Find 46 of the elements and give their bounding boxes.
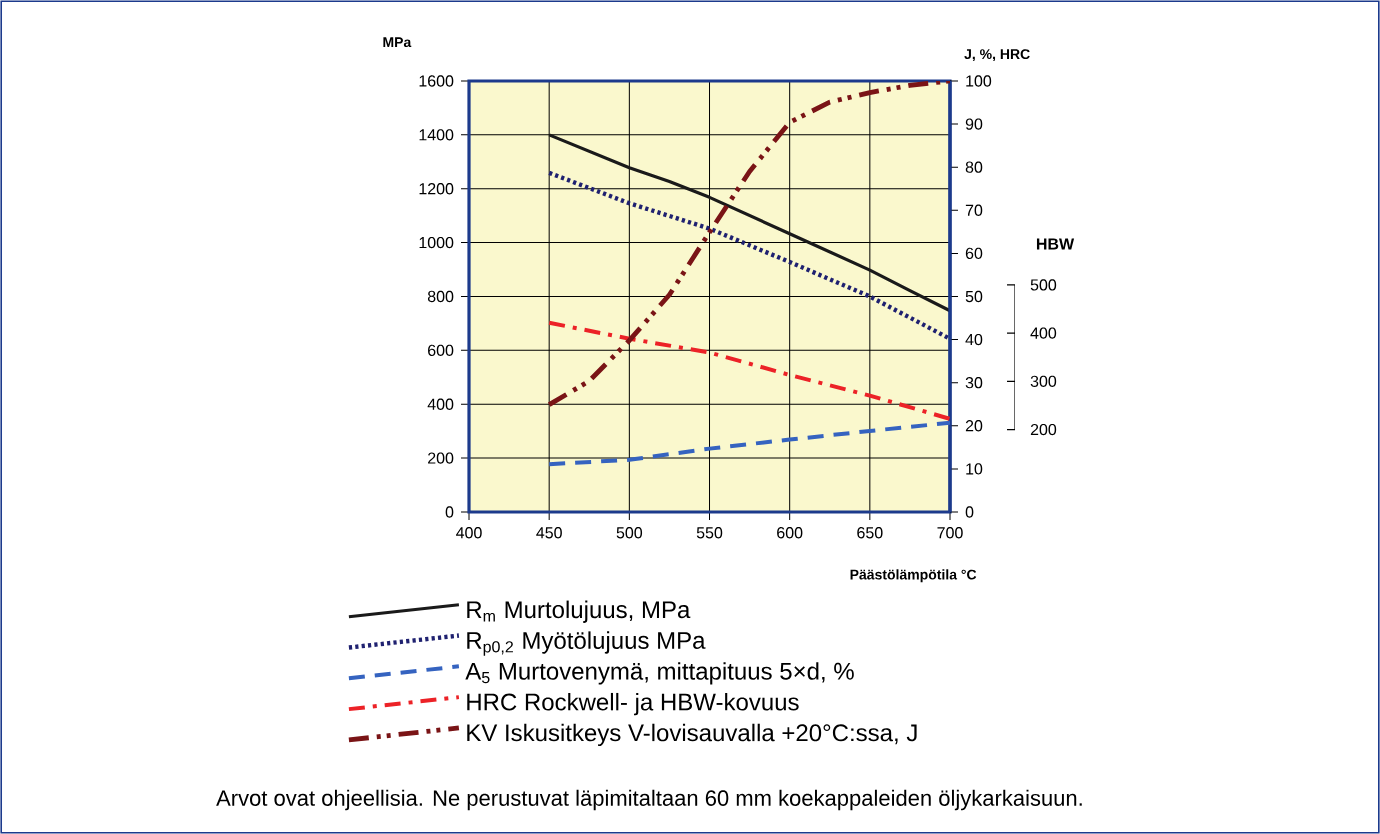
y2-axis-title: J, %, HRC bbox=[964, 49, 1030, 62]
y2-tick-label: 90 bbox=[965, 118, 983, 130]
y-tick-label: 1200 bbox=[419, 183, 454, 195]
x-tick-label: 600 bbox=[777, 527, 803, 539]
y2-tick-label: 50 bbox=[965, 290, 983, 303]
y3-tick-label: 200 bbox=[1030, 423, 1057, 436]
line-series bbox=[546, 170, 951, 341]
x-axis-title: Päästölämpötila °C bbox=[850, 569, 977, 583]
y2-tick-label: 20 bbox=[965, 420, 983, 432]
y2-tick-label: 40 bbox=[965, 333, 983, 346]
x-tick-label: 400 bbox=[456, 527, 482, 539]
y3-tick-label: 400 bbox=[1030, 327, 1057, 339]
y-tick-label: 0 bbox=[445, 506, 454, 518]
x-tick-label: 550 bbox=[696, 527, 723, 539]
y3-tick-label: 500 bbox=[1030, 279, 1057, 291]
y-tick-label: 200 bbox=[428, 452, 454, 464]
y2-tick-label: 10 bbox=[966, 463, 983, 475]
legend-label: KV Iskusitkeys V-lovisauvalla +20°C:ssa, J bbox=[467, 723, 917, 747]
legend-label: HRC Rockwell- ja HBW-kovuus bbox=[467, 692, 799, 716]
y-tick-label: 1400 bbox=[419, 129, 454, 141]
x-tick-label: 450 bbox=[536, 527, 562, 539]
y-tick-label: 400 bbox=[427, 398, 454, 410]
y-tick-label: 800 bbox=[427, 290, 454, 303]
y2-tick-label: 80 bbox=[965, 161, 983, 173]
y-tick-label: 1000 bbox=[419, 236, 454, 249]
line-series bbox=[546, 80, 951, 408]
y3-tick-label: 300 bbox=[1030, 375, 1057, 387]
legend-label: R$_{m}$ Murtolujuus, MPa bbox=[467, 600, 691, 623]
y2-tick-label: 100 bbox=[966, 75, 992, 87]
y2-tick-label: 30 bbox=[965, 377, 983, 389]
legend-label: R$_{p0,2}$ Myötölujuus MPa bbox=[467, 631, 706, 656]
y-tick-label: 1600 bbox=[419, 75, 454, 87]
line-series bbox=[547, 420, 951, 467]
y2-tick-label: 60 bbox=[965, 247, 983, 260]
y-axis-title: MPa bbox=[383, 37, 412, 48]
x-tick-label: 700 bbox=[937, 527, 963, 539]
y3-axis-title: HBW bbox=[1036, 238, 1075, 250]
legend-label: A$_{5}$ Murtovenymä, mittapituus 5×d, % bbox=[465, 662, 854, 685]
y2-tick-label: 0 bbox=[965, 506, 974, 518]
line-series bbox=[547, 133, 951, 313]
y2-tick-label: 70 bbox=[965, 204, 983, 216]
y-tick-label: 600 bbox=[428, 344, 454, 357]
x-tick-label: 500 bbox=[616, 527, 643, 539]
x-tick-label: 650 bbox=[857, 527, 883, 539]
line-series bbox=[547, 320, 951, 421]
text: Arvot ovat ohjeellisia. Ne perustuvat läpimitaltaan 60 mm koekappaleiden öljykarkaisuun. bbox=[216, 789, 1082, 811]
